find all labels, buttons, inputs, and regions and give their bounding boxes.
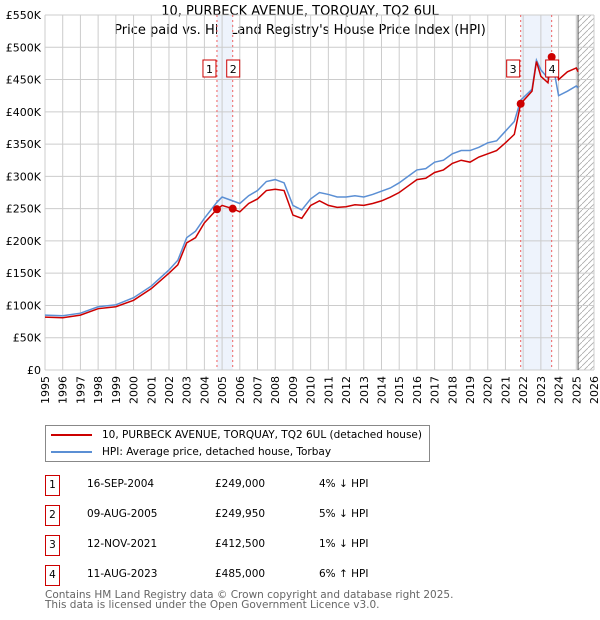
sale-label-box: 2 — [226, 59, 241, 78]
x-tick-label: 1999 — [110, 376, 123, 404]
price-chart: 1995 1996 1997 1998 1999 2000 2001 2002 2003 2004… — [6, 9, 600, 404]
x-tick-label: 2010 — [305, 376, 318, 404]
legend-item-property: 10, PURBECK AVENUE, TORQUAY, TQ2 6UL (de… — [51, 429, 422, 441]
sale-point — [228, 204, 237, 213]
sale-date: 16-SEP-2004 — [87, 478, 155, 490]
x-tick-label: 2012 — [340, 376, 353, 404]
x-tick-label: 2011 — [322, 376, 335, 404]
x-tick-label: 2015 — [393, 376, 406, 404]
x-tick-label: 2014 — [375, 376, 388, 404]
sale-label-border — [202, 59, 217, 78]
sale-label-border — [545, 59, 560, 78]
y-tick-label: £150K — [6, 267, 42, 280]
legend: 10, PURBECK AVENUE, TORQUAY, TQ2 6UL (de… — [45, 425, 430, 462]
y-tick-label: £200K — [6, 235, 42, 248]
sale-label-text: 1 — [206, 63, 213, 76]
sale-label-border — [506, 59, 521, 78]
x-tick-label: 2020 — [482, 376, 495, 404]
sale-hpi-diff: 4% ↓ HPI — [319, 478, 369, 490]
x-tick-label: 2022 — [517, 376, 530, 404]
legend-item-hpi: HPI: Average price, detached house, Torb… — [51, 446, 331, 458]
x-tick-label: 1995 — [39, 376, 52, 404]
sale-label-text: 2 — [230, 63, 237, 76]
x-tick-label: 2016 — [411, 376, 424, 404]
footer: Contains HM Land Registry data © Crown c… — [45, 589, 454, 611]
x-tick-label: 2009 — [287, 376, 300, 404]
x-tick-label: 2002 — [163, 376, 176, 404]
sale-price: £249,000 — [215, 478, 266, 490]
x-tick-label: 2001 — [145, 376, 158, 404]
y-tick-label: £550K — [6, 9, 42, 22]
x-tick-label: 2023 — [535, 376, 548, 404]
sale-point — [516, 99, 525, 108]
red-line-swatch — [51, 434, 92, 436]
legend-label: HPI: Average price, detached house, Torb… — [102, 446, 332, 458]
y-tick-label: £500K — [6, 41, 42, 54]
x-tick-label: 2013 — [358, 376, 371, 404]
x-tick-label: 2024 — [553, 376, 566, 404]
sale-price: £485,000 — [215, 568, 266, 580]
sale-hpi-diff: 6% ↑ HPI — [319, 568, 369, 580]
footer-line: This data is licensed under the Open Gov… — [45, 599, 380, 611]
sale-label-text: 3 — [510, 63, 517, 76]
sale-date: 12-NOV-2021 — [87, 538, 158, 550]
y-tick-label: £100K — [6, 299, 42, 312]
x-tick-label: 2018 — [446, 376, 459, 404]
y-tick-label: £0 — [27, 364, 41, 377]
x-tick-label: 2019 — [464, 376, 477, 404]
sale-point — [547, 52, 556, 61]
sale-number: 3 — [45, 535, 60, 556]
legend-label: 10, PURBECK AVENUE, TORQUAY, TQ2 6UL (de… — [102, 429, 422, 441]
sale-label-box: 4 — [545, 59, 560, 78]
y-tick-label: £350K — [6, 138, 42, 151]
y-tick-label: £450K — [6, 74, 42, 87]
x-tick-label: 1997 — [74, 376, 87, 404]
property-line — [44, 55, 579, 319]
sale-number: 1 — [45, 475, 60, 496]
footer-line: Contains HM Land Registry data © Crown c… — [45, 589, 454, 601]
x-tick-label: 2021 — [499, 376, 512, 404]
sale-label-text: 4 — [549, 63, 556, 76]
y-tick-label: £300K — [6, 170, 42, 183]
x-tick-label: 2006 — [234, 376, 247, 404]
x-tick-label: 2000 — [128, 376, 141, 404]
sale-date: 09-AUG-2005 — [87, 508, 158, 520]
x-tick-label: 2017 — [429, 376, 442, 404]
x-tick-label: 2008 — [269, 376, 282, 404]
sale-point — [212, 205, 221, 214]
y-tick-label: £50K — [13, 332, 42, 345]
sale-hpi-diff: 1% ↓ HPI — [319, 538, 369, 550]
sale-number: 2 — [45, 505, 60, 526]
sale-hpi-diff: 5% ↓ HPI — [319, 508, 369, 520]
x-tick-label: 2005 — [216, 376, 229, 404]
subtitle-line: Price paid vs. HM Land Registry's House … — [114, 23, 486, 38]
sale-price: £412,500 — [215, 538, 266, 550]
sale-number: 4 — [45, 565, 60, 586]
sale-price: £249,950 — [215, 508, 266, 520]
x-tick-label: 2004 — [198, 376, 211, 404]
y-tick-label: £400K — [6, 106, 42, 119]
x-tick-label: 2007 — [252, 376, 265, 404]
x-tick-label: 2003 — [181, 376, 194, 404]
hpi-line — [44, 57, 579, 317]
x-tick-label: 2026 — [588, 376, 600, 404]
sale-label-box: 3 — [506, 59, 521, 78]
blue-line-swatch — [51, 451, 92, 453]
sale-date: 11-AUG-2023 — [87, 568, 158, 580]
shaded-range — [216, 15, 233, 370]
sale-label-border — [226, 59, 241, 78]
forecast-hatch — [578, 15, 594, 370]
x-tick-label: 1998 — [92, 376, 105, 404]
y-tick-label: £250K — [6, 203, 42, 216]
sale-label-box: 1 — [202, 59, 217, 78]
x-tick-label: 2025 — [570, 376, 583, 404]
x-tick-label: 1996 — [57, 376, 70, 404]
